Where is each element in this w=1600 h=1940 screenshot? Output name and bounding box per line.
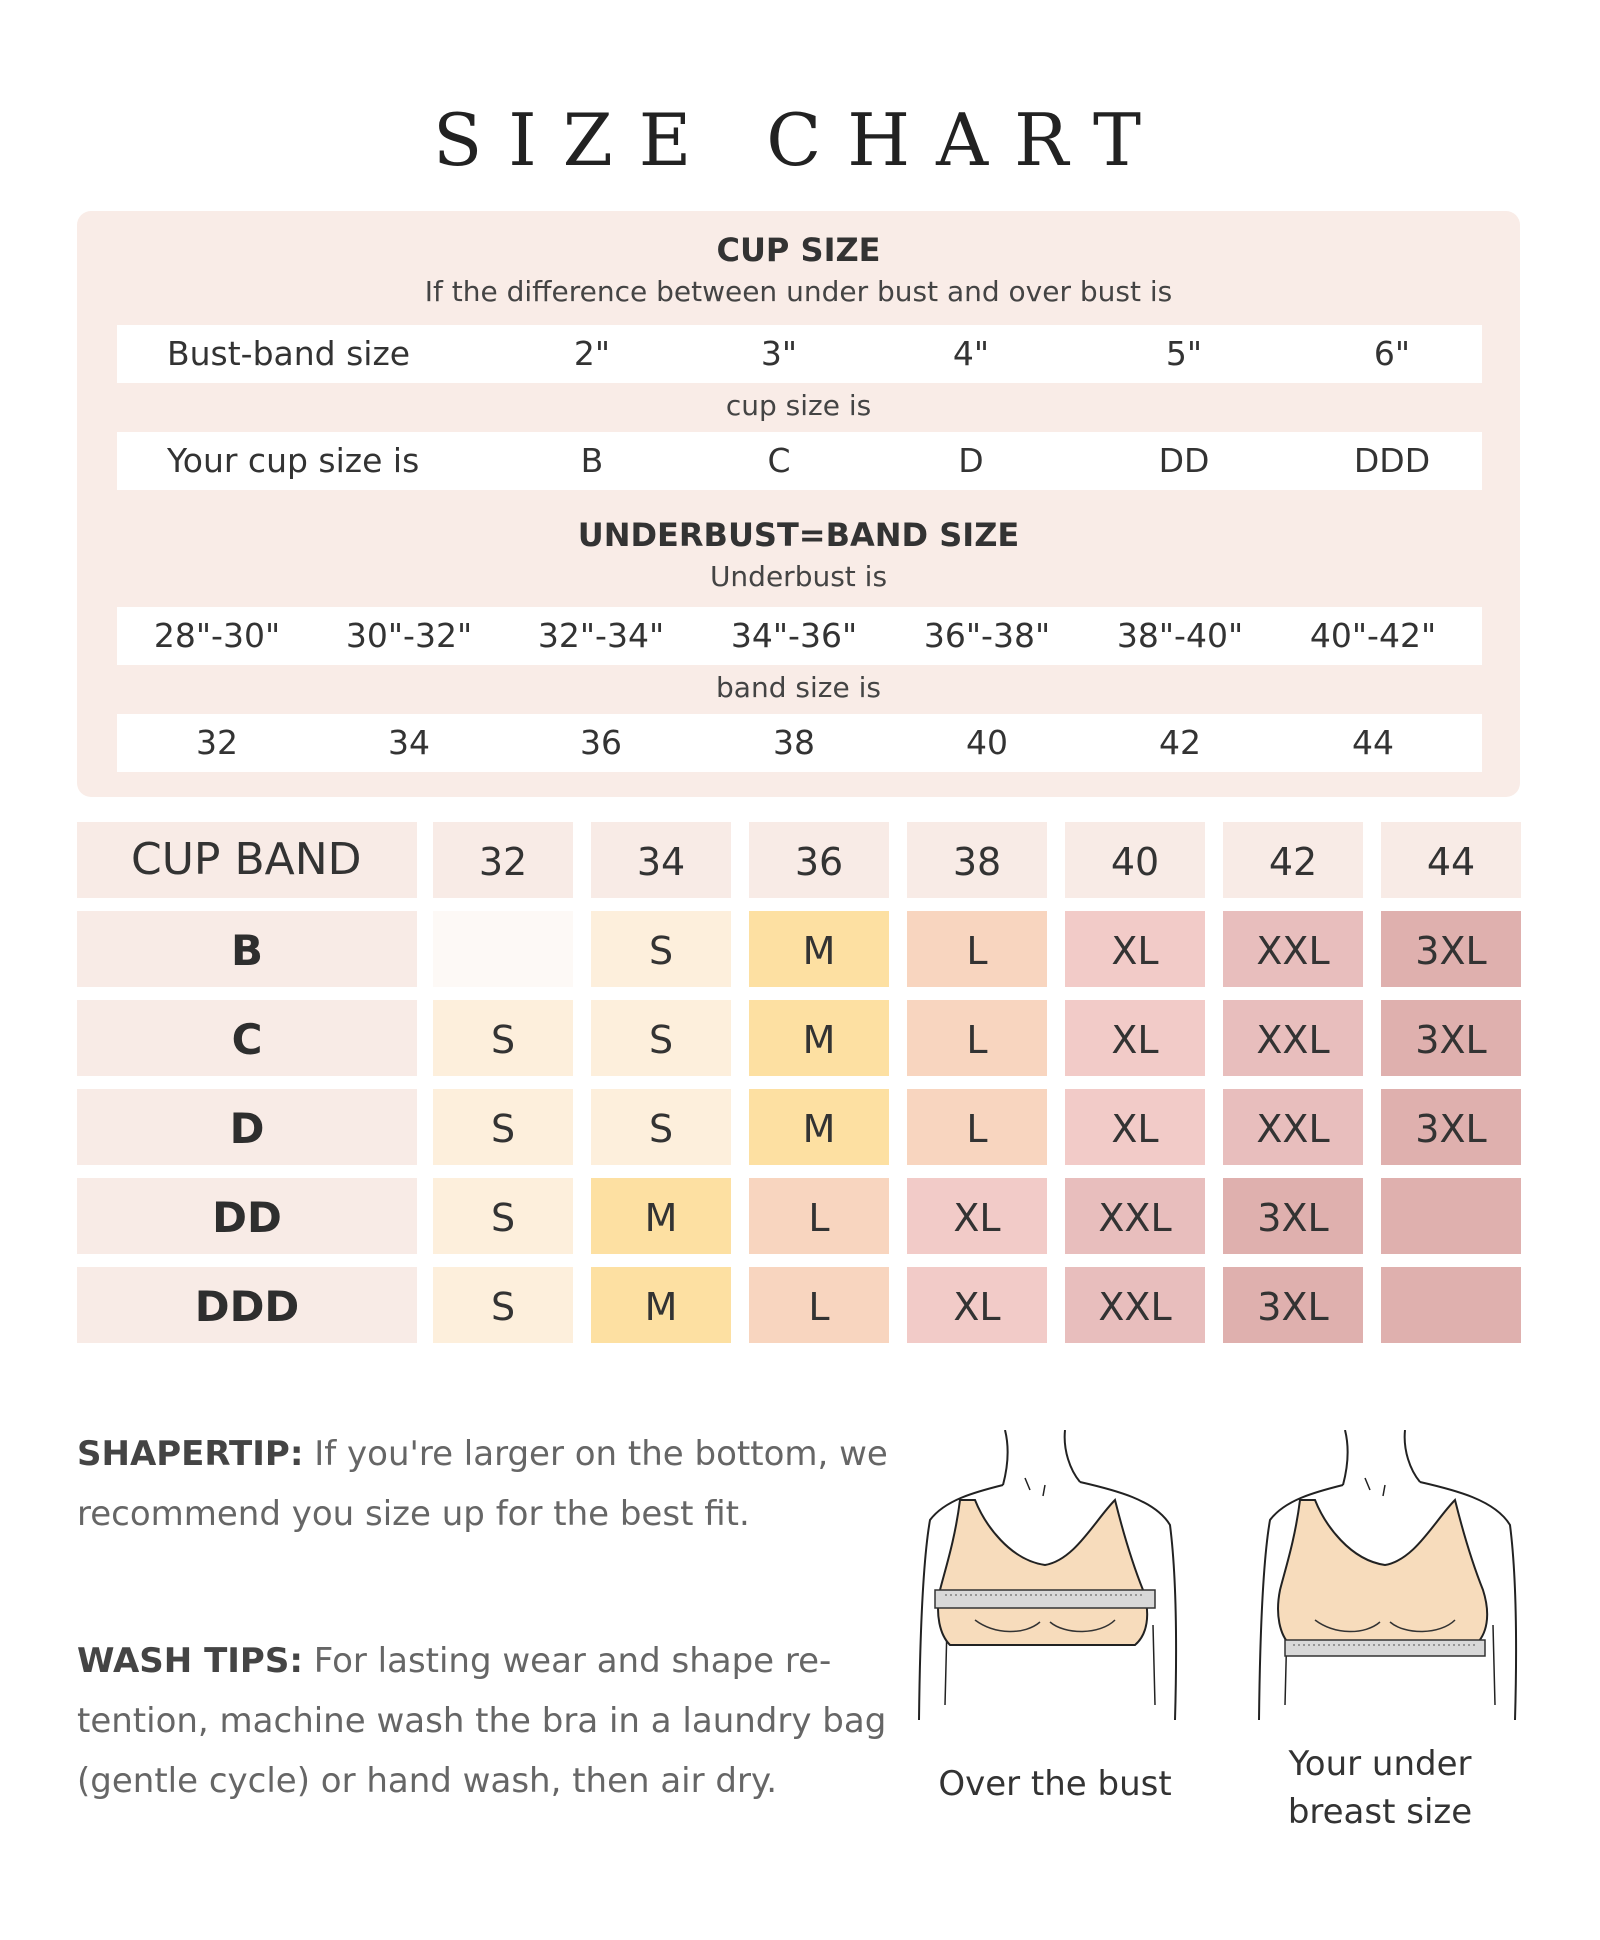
measurement-guide-panel: CUP SIZE If the difference between under… [77, 211, 1520, 797]
size-cell: L [907, 1000, 1047, 1076]
cup-row-header: B [77, 911, 417, 987]
page-title: SIZE CHART [432, 98, 1168, 182]
under-breast-illustration [1258, 1430, 1518, 1721]
size-cell: S [591, 1000, 731, 1076]
cup-row-header: C [77, 1000, 417, 1076]
size-cell: 3XL [1223, 1267, 1363, 1343]
size-cell: 3XL [1223, 1178, 1363, 1254]
size-cell: 3XL [1381, 1089, 1521, 1165]
size-cell: 3XL [1381, 911, 1521, 987]
band-value: 34 [388, 723, 430, 762]
size-cell: XL [1065, 1000, 1205, 1076]
band-size-row: 32 34 36 38 40 42 44 [117, 714, 1482, 772]
cup-row-header: DD [77, 1178, 417, 1254]
shapertip-text: If you're larger on the bottom, we recom… [77, 1434, 888, 1534]
band-column-header: 32 [433, 822, 573, 898]
underbust-row: 28"-30" 30"-32" 32"-34" 34"-36" 36"-38" … [117, 607, 1482, 665]
band-column-header: 36 [749, 822, 889, 898]
size-cell [1381, 1267, 1521, 1343]
bust-diff-value: 3" [760, 334, 798, 373]
size-cell: L [907, 911, 1047, 987]
under-breast-caption: Your under breast size [1245, 1740, 1515, 1836]
band-column-header: 44 [1381, 822, 1521, 898]
size-cell: XXL [1223, 911, 1363, 987]
size-cell: 3XL [1381, 1000, 1521, 1076]
band-value: 44 [1352, 723, 1394, 762]
size-cell: S [433, 1000, 573, 1076]
band-value: 36 [580, 723, 622, 762]
band-column-header: 42 [1223, 822, 1363, 898]
size-cell: S [591, 1089, 731, 1165]
band-size-heading: UNDERBUST=BAND SIZE [577, 516, 1020, 554]
bust-diff-value: 6" [1373, 334, 1411, 373]
band-column-header: 40 [1065, 822, 1205, 898]
size-cell: XL [907, 1178, 1047, 1254]
band-size-is-label: band size is [716, 671, 881, 704]
underbust-value: 38"-40" [1116, 616, 1244, 655]
under-breast-caption-line1: Your under [1288, 1744, 1472, 1784]
cup-size-row: Your cup size is B C D DD DDD [117, 432, 1482, 490]
cup-row-header: D [77, 1089, 417, 1165]
underbust-value: 32"-34" [537, 616, 665, 655]
bust-diff-value: 2" [573, 334, 611, 373]
wash-tips-label: WASH TIPS: [77, 1641, 303, 1681]
cup-value: B [580, 441, 604, 480]
size-cell: XXL [1223, 1089, 1363, 1165]
size-cell: M [749, 911, 889, 987]
size-cell: M [591, 1178, 731, 1254]
underbust-value: 34"-36" [730, 616, 858, 655]
shapertip: SHAPERTIP: If you're larger on the botto… [77, 1424, 897, 1544]
size-cell: S [433, 1178, 573, 1254]
underbust-value: 36"-38" [923, 616, 1051, 655]
size-cell: L [907, 1089, 1047, 1165]
size-cell: XXL [1065, 1267, 1205, 1343]
underbust-value: 28"-30" [153, 616, 281, 655]
over-bust-illustration [918, 1430, 1178, 1721]
band-size-subheading: Underbust is [709, 560, 888, 593]
size-cell: XXL [1065, 1178, 1205, 1254]
band-value: 38 [773, 723, 815, 762]
band-value: 42 [1159, 723, 1201, 762]
size-cell: L [749, 1178, 889, 1254]
size-cell: L [749, 1267, 889, 1343]
band-column-header: 38 [907, 822, 1047, 898]
size-cell: XL [1065, 1089, 1205, 1165]
bust-band-label: Bust-band size [167, 334, 411, 373]
size-cell: XL [1065, 911, 1205, 987]
cup-value: C [767, 441, 791, 480]
wash-tips-text: For lasting wear and shape re-tention, m… [77, 1641, 887, 1801]
cup-size-is-label: cup size is [725, 389, 872, 422]
cup-value: DD [1158, 441, 1210, 480]
bust-diff-value: 4" [952, 334, 990, 373]
size-cell: M [749, 1000, 889, 1076]
cup-size-heading: CUP SIZE [716, 231, 881, 269]
under-breast-caption-line2: breast size [1287, 1792, 1473, 1832]
underbust-value: 30"-32" [345, 616, 473, 655]
cup-row-header: DDD [77, 1267, 417, 1343]
size-cell: S [433, 1089, 573, 1165]
size-cell: XXL [1223, 1000, 1363, 1076]
cup-value: D [958, 441, 984, 480]
corner-label: CUP BAND [77, 822, 417, 898]
bust-diff-value: 5" [1165, 334, 1203, 373]
shapertip-label: SHAPERTIP: [77, 1434, 304, 1474]
cup-size-subheading: If the difference between under bust and… [424, 275, 1173, 308]
wash-tips: WASH TIPS: For lasting wear and shape re… [77, 1631, 897, 1811]
over-bust-caption: Over the bust [938, 1764, 1172, 1804]
bust-band-row: Bust-band size 2" 3" 4" 5" 6" [117, 325, 1482, 383]
size-cell [1381, 1178, 1521, 1254]
band-value: 40 [966, 723, 1008, 762]
cup-size-label: Your cup size is [167, 441, 420, 480]
band-column-header: 34 [591, 822, 731, 898]
size-cell: M [591, 1267, 731, 1343]
size-cell: S [433, 1267, 573, 1343]
cup-value: DDD [1353, 441, 1431, 480]
size-cell: S [591, 911, 731, 987]
size-cell [433, 911, 573, 987]
underbust-value: 40"-42" [1309, 616, 1437, 655]
band-value: 32 [196, 723, 238, 762]
size-cell: M [749, 1089, 889, 1165]
size-cell: XL [907, 1267, 1047, 1343]
